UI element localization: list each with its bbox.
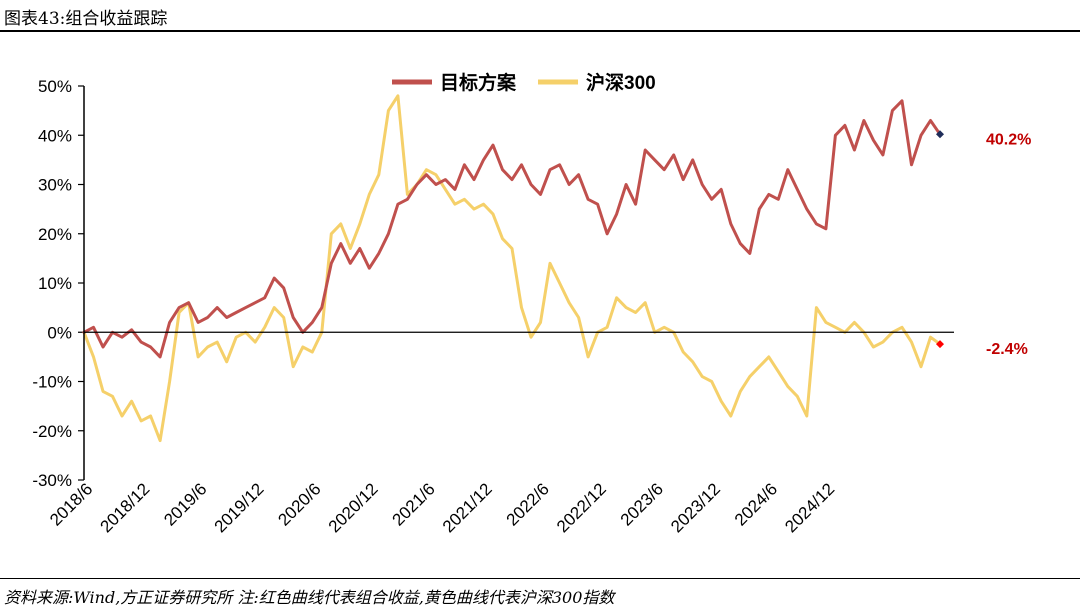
x-tick-label: 2024/12 — [781, 479, 838, 536]
y-tick-label: 30% — [38, 176, 72, 195]
y-tick-label: 20% — [38, 225, 72, 244]
end-labels: 40.2% -2.4% — [936, 130, 1031, 358]
y-tick-label: -20% — [32, 422, 72, 441]
x-tick-label: 2019/6 — [160, 479, 210, 529]
series-line-0 — [82, 99, 942, 359]
x-tick-label: 2020/6 — [274, 479, 324, 529]
y-tick-label: 10% — [38, 274, 72, 293]
x-axis-ticks: 2018/6 2018/12 2019/6 2019/12 2020/6 2020/12 2… — [46, 479, 838, 536]
series-layer — [82, 94, 942, 443]
x-tick-label: 2018/12 — [97, 479, 154, 536]
y-tick-label: 50% — [38, 77, 72, 96]
bottom-rule — [0, 578, 1080, 579]
x-tick-label: 2024/6 — [731, 479, 781, 529]
x-tick-label: 2023/6 — [617, 479, 667, 529]
legend: 目标方案 沪深300 — [392, 71, 656, 94]
x-tick-label: 2019/12 — [211, 479, 268, 536]
y-tick-label: -10% — [32, 373, 72, 392]
y-axis-ticks: 50% 40% 30% 20% 10% 0% -10% -20% -30% — [32, 77, 84, 490]
x-tick-label: 2020/12 — [325, 479, 382, 536]
x-tick-label: 2021/12 — [439, 479, 496, 536]
end-marker-0 — [936, 130, 944, 139]
line-chart: 50% 40% 30% 20% 10% 0% -10% -20% -30% 2018/6 2018… — [32, 71, 1031, 536]
x-tick-label: 2022/12 — [553, 479, 610, 536]
legend-label-0: 目标方案 — [440, 71, 517, 94]
figure-title: 图表43:组合收益跟踪 — [4, 9, 168, 29]
x-tick-label: 2021/6 — [389, 479, 439, 529]
source-note: 资料来源:Wind,方正证券研究所 注:红色曲线代表组合收益,黄色曲线代表沪深3… — [4, 588, 615, 607]
y-tick-label: 40% — [38, 126, 72, 145]
top-rule — [0, 30, 1080, 32]
end-value-label-1: -2.4% — [986, 341, 1028, 358]
y-tick-label: -30% — [32, 471, 72, 490]
legend-label-1: 沪深300 — [586, 71, 656, 94]
end-marker-1 — [936, 340, 944, 349]
y-tick-label: 0% — [47, 323, 72, 342]
x-tick-label: 2023/12 — [667, 479, 724, 536]
end-value-label-0: 40.2% — [986, 131, 1031, 148]
x-tick-label: 2022/6 — [503, 479, 553, 529]
series-line-1 — [82, 94, 942, 443]
